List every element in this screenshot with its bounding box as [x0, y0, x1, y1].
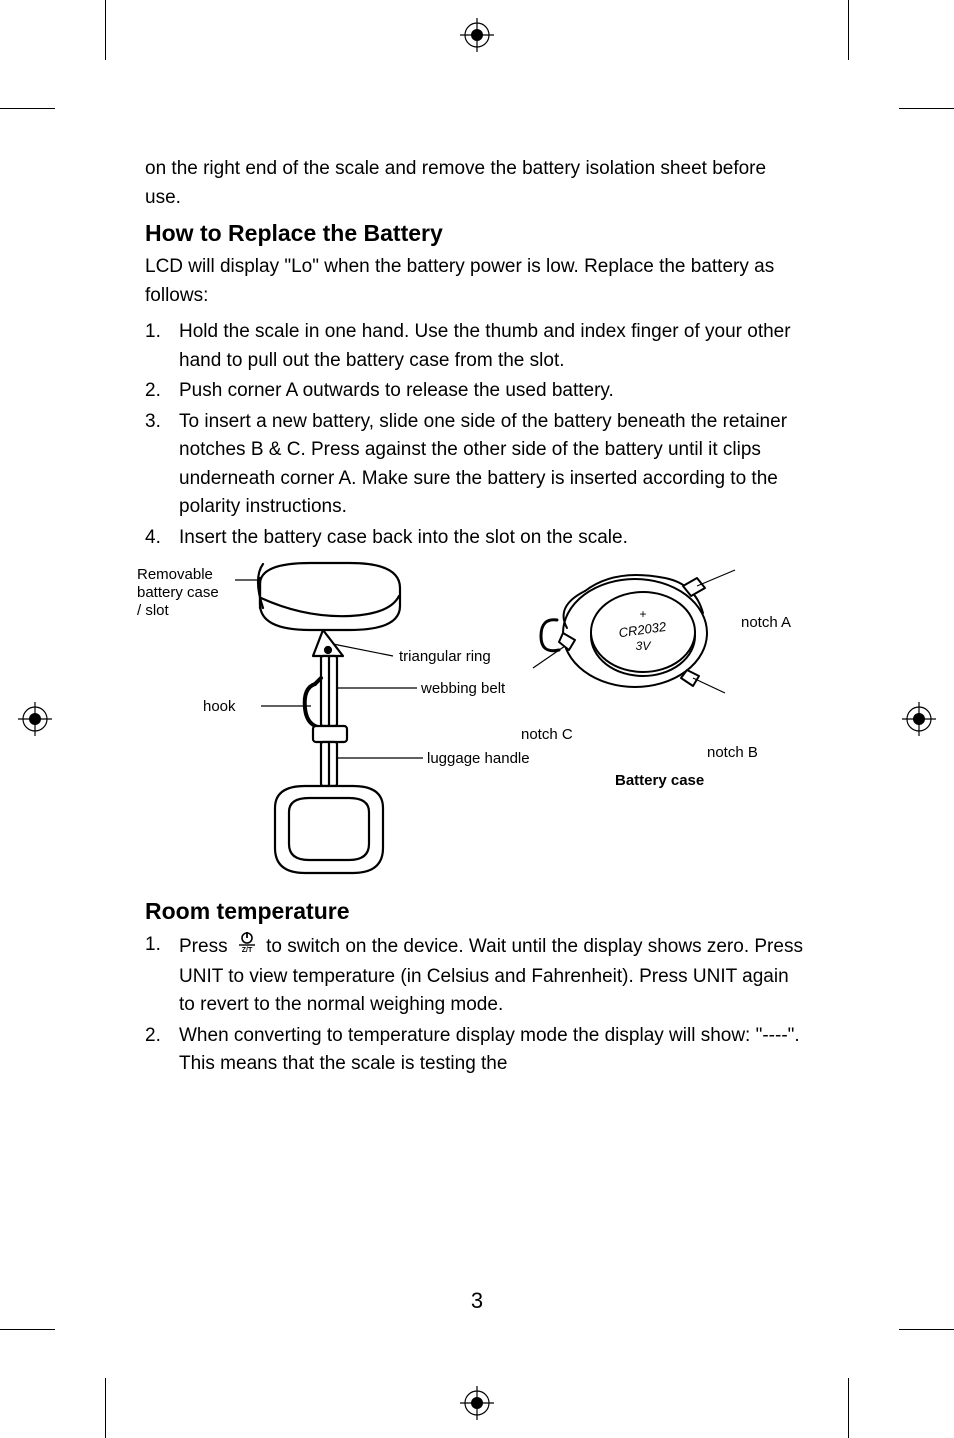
diagram-label-hook: hook — [203, 698, 236, 716]
registration-mark — [18, 702, 52, 736]
step-text: Insert the battery case back into the sl… — [179, 527, 628, 548]
step-text: Push corner A outwards to release the us… — [179, 380, 614, 401]
crop-mark — [0, 1329, 55, 1330]
intro-paragraph: on the right end of the scale and remove… — [145, 155, 805, 212]
page-content: on the right end of the scale and remove… — [145, 155, 805, 1081]
crop-mark — [899, 108, 954, 109]
battery-volt-label: 3V — [636, 639, 652, 653]
diagram-label-notch-a: notch A — [741, 614, 791, 632]
crop-mark — [105, 0, 106, 60]
list-item: 2.When converting to temperature display… — [145, 1022, 805, 1079]
section-heading-temperature: Room temperature — [145, 898, 805, 925]
battery-plus-label: + — [639, 607, 646, 621]
section1-intro: LCD will display "Lo" when the battery p… — [145, 253, 805, 310]
power-zt-icon: Z/T — [237, 931, 257, 963]
page-number: 3 — [0, 1288, 954, 1314]
step-text: When converting to temperature display m… — [179, 1025, 800, 1075]
section-heading-battery: How to Replace the Battery — [145, 220, 805, 247]
diagram-label-webbing: webbing belt — [421, 680, 505, 698]
diagram-label-luggage: luggage handle — [427, 750, 530, 768]
crop-mark — [0, 108, 55, 109]
battery-case-illustration: + CR2032 3V — [525, 558, 755, 713]
battery-steps-list: 1.Hold the scale in one hand. Use the th… — [145, 318, 805, 552]
diagram-label-notch-c: notch C — [521, 726, 573, 744]
list-item: 3.To insert a new battery, slide one sid… — [145, 408, 805, 522]
diagram-label-removable: Removable battery case / slot — [137, 566, 227, 620]
diagram-label-battery-case: Battery case — [615, 772, 704, 790]
step-text-post: to switch on the device. Wait until the … — [179, 936, 803, 1015]
list-item: 1. Press Z/T to switch on the device. Wa… — [145, 931, 805, 1020]
scale-device-illustration — [205, 558, 485, 893]
diagram: + CR2032 3V Removable battery case / slo… — [145, 558, 805, 888]
list-item: 4.Insert the battery case back into the … — [145, 524, 805, 553]
icon-sublabel: Z/T — [242, 947, 253, 953]
crop-mark — [848, 1378, 849, 1438]
crop-mark — [105, 1378, 106, 1438]
temperature-steps-list: 1. Press Z/T to switch on the device. Wa… — [145, 931, 805, 1079]
diagram-label-notch-b: notch B — [707, 744, 758, 762]
registration-mark — [460, 1386, 494, 1420]
diagram-label-triangular: triangular ring — [399, 648, 491, 666]
step-text-pre: Press — [179, 936, 233, 957]
crop-mark — [848, 0, 849, 60]
list-item: 1.Hold the scale in one hand. Use the th… — [145, 318, 805, 375]
crop-mark — [899, 1329, 954, 1330]
list-item: 2.Push corner A outwards to release the … — [145, 377, 805, 406]
registration-mark — [460, 18, 494, 52]
registration-mark — [902, 702, 936, 736]
step-text: To insert a new battery, slide one side … — [179, 411, 787, 518]
step-text: Hold the scale in one hand. Use the thum… — [179, 321, 791, 371]
